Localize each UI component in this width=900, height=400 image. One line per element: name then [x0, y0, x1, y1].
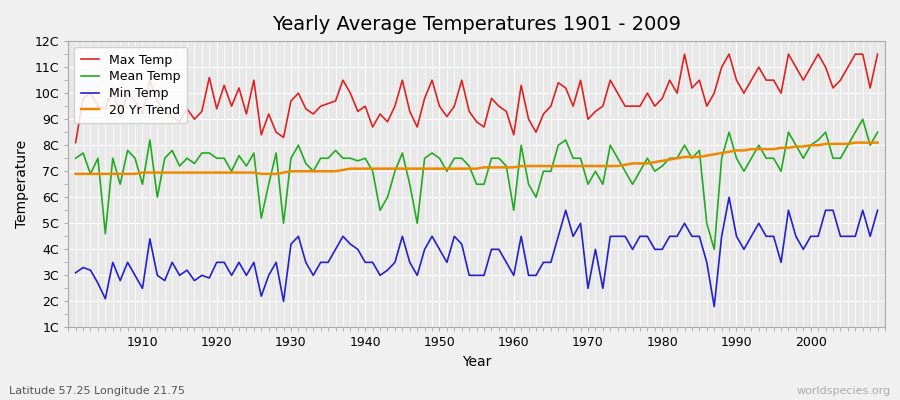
Mean Temp	[501, 164, 512, 168]
Line: 20 Yr Trend: 20 Yr Trend	[76, 143, 878, 174]
20 Yr Trend	[338, 168, 348, 172]
Min Temp	[293, 234, 304, 239]
Max Temp	[501, 109, 512, 114]
Mean Temp	[70, 156, 81, 161]
Text: worldspecies.org: worldspecies.org	[796, 386, 891, 396]
Min Temp	[501, 260, 512, 265]
Min Temp	[508, 273, 519, 278]
Line: Max Temp: Max Temp	[76, 54, 878, 143]
20 Yr Trend	[501, 165, 512, 170]
Max Temp	[508, 132, 519, 137]
20 Yr Trend	[850, 140, 860, 145]
Mean Temp	[508, 208, 519, 213]
Mean Temp	[872, 130, 883, 135]
Max Temp	[338, 78, 348, 82]
Min Temp	[872, 208, 883, 213]
Min Temp	[724, 195, 734, 200]
20 Yr Trend	[872, 140, 883, 145]
20 Yr Trend	[508, 165, 519, 170]
Y-axis label: Temperature: Temperature	[15, 140, 29, 228]
Max Temp	[598, 104, 608, 108]
Min Temp	[709, 304, 720, 309]
Mean Temp	[338, 156, 348, 161]
Legend: Max Temp, Mean Temp, Min Temp, 20 Yr Trend: Max Temp, Mean Temp, Min Temp, 20 Yr Tre…	[75, 47, 187, 123]
Mean Temp	[858, 117, 868, 122]
Mean Temp	[293, 143, 304, 148]
Max Temp	[130, 98, 140, 103]
Title: Yearly Average Temperatures 1901 - 2009: Yearly Average Temperatures 1901 - 2009	[272, 15, 681, 34]
Mean Temp	[598, 182, 608, 187]
Text: Latitude 57.25 Longitude 21.75: Latitude 57.25 Longitude 21.75	[9, 386, 185, 396]
Min Temp	[130, 273, 140, 278]
Mean Temp	[130, 156, 140, 161]
Min Temp	[598, 286, 608, 291]
Max Temp	[70, 140, 81, 145]
20 Yr Trend	[70, 172, 81, 176]
20 Yr Trend	[130, 172, 140, 176]
Max Temp	[293, 91, 304, 96]
X-axis label: Year: Year	[462, 355, 491, 369]
Max Temp	[680, 52, 690, 56]
Min Temp	[70, 270, 81, 275]
Line: Min Temp: Min Temp	[76, 197, 878, 306]
20 Yr Trend	[598, 164, 608, 168]
Max Temp	[872, 52, 883, 56]
Min Temp	[338, 234, 348, 239]
Mean Temp	[709, 247, 720, 252]
20 Yr Trend	[293, 169, 304, 174]
Line: Mean Temp: Mean Temp	[76, 119, 878, 249]
